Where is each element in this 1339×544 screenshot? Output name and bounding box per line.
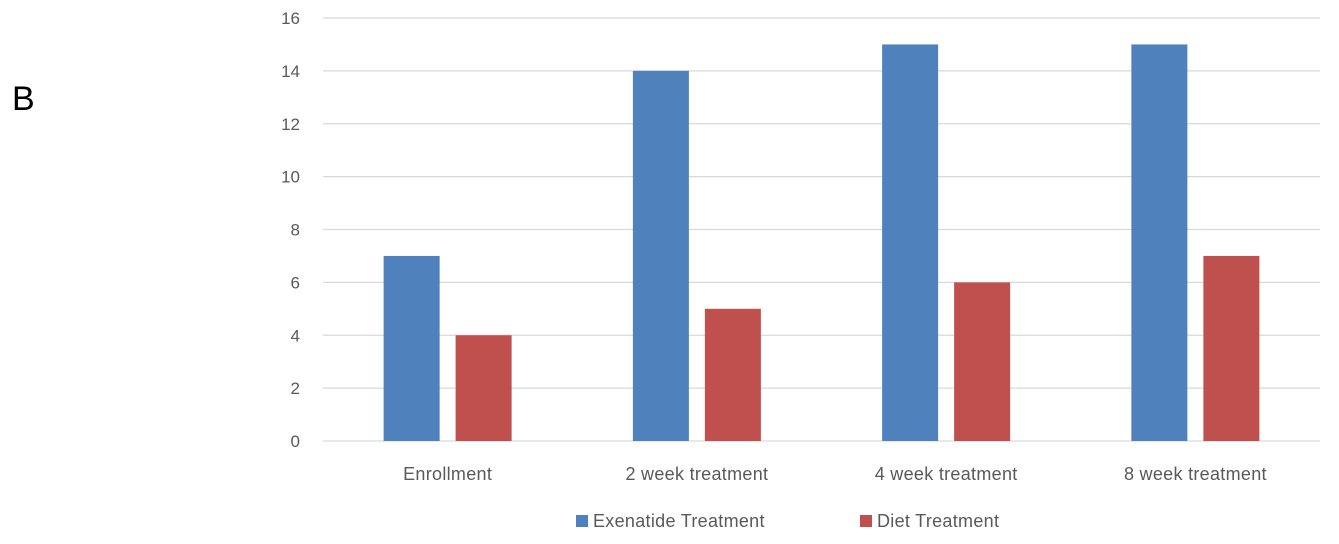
x-category-label: Enrollment — [403, 464, 492, 484]
y-tick-label: 14 — [281, 62, 300, 81]
bar-diet — [704, 308, 761, 441]
bar-diet — [1203, 255, 1260, 441]
x-category-label: 2 week treatment — [625, 464, 768, 484]
y-axis-ticks: 0 2 4 6 8 10 12 14 16 — [281, 9, 300, 451]
bar-exenatide — [383, 255, 440, 441]
y-tick-label: 10 — [281, 168, 300, 187]
x-category-label: 8 week treatment — [1124, 464, 1267, 484]
y-tick-label: 12 — [281, 115, 300, 134]
legend: Exenatide Treatment Diet Treatment — [576, 511, 999, 531]
x-axis-labels: Enrollment 2 week treatment 4 week treatme… — [403, 464, 1267, 484]
legend-swatch — [576, 515, 588, 527]
y-tick-label: 2 — [291, 379, 300, 398]
legend-label: Diet Treatment — [877, 511, 999, 531]
bar-exenatide — [1131, 44, 1188, 441]
bar-diet — [954, 282, 1011, 441]
bar-exenatide — [882, 44, 939, 441]
y-tick-label: 0 — [291, 432, 300, 451]
x-category-label: 4 week treatment — [875, 464, 1018, 484]
legend-swatch — [860, 515, 872, 527]
y-tick-label: 4 — [291, 326, 300, 345]
y-tick-label: 8 — [291, 221, 300, 240]
bar-diet — [455, 335, 512, 441]
y-tick-label: 6 — [291, 273, 300, 292]
y-tick-label: 16 — [281, 9, 300, 28]
bar-exenatide — [632, 70, 689, 441]
legend-label: Exenatide Treatment — [593, 511, 765, 531]
bars — [383, 44, 1260, 441]
panel-label: B — [12, 80, 35, 118]
